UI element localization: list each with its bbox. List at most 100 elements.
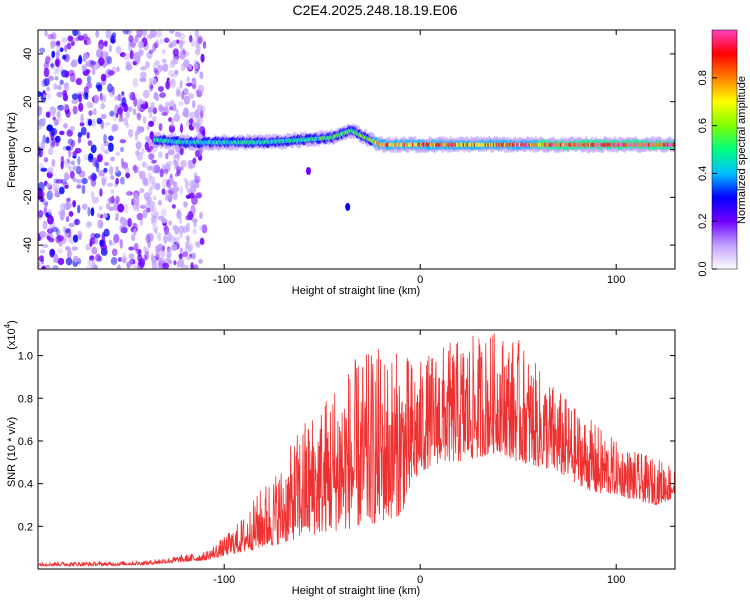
noise-blob [109,110,115,117]
noise-blob [87,206,91,217]
noise-blob [163,168,169,175]
noise-blob [43,157,49,163]
colorbar-tick-label: 0.8 [697,70,709,85]
noise-blob [62,225,66,233]
noise-blob [98,205,103,211]
noise-blob [71,93,79,100]
noise-blob [132,108,137,116]
noise-blob [147,106,152,114]
noise-blob [200,53,205,63]
noise-blob [171,73,179,78]
spectrogram-ytick-label: 40 [22,48,34,60]
noise-blob [54,76,59,81]
noise-blob [173,113,181,122]
noise-blob [148,145,154,151]
noise-blob [179,186,183,195]
noise-blob [190,38,196,48]
noise-blob [66,197,71,203]
noise-blob [179,79,183,89]
noise-blob [68,69,75,77]
noise-blob [40,197,45,203]
noise-blob [201,224,208,234]
noise-blob [139,219,144,227]
noise-blob [168,79,174,84]
noise-blob [171,243,178,252]
noise-blob [78,93,82,103]
noise-blob [122,30,130,35]
noise-blob [103,167,108,173]
noise-blob [106,182,114,187]
noise-blob [172,39,177,47]
noise-blob [127,44,133,51]
snr-ytick-label: 1.0 [18,351,33,363]
chart-title: C2E4.2025.248.18.19.E06 [292,2,457,18]
noise-blob [129,50,134,60]
noise-blob [98,39,105,50]
noise-blob [87,258,94,266]
noise-blob [115,46,122,55]
noise-blob [194,192,202,199]
noise-blob [178,39,184,49]
noise-blob [192,157,197,164]
noise-blob [38,210,44,218]
noise-blob [152,62,157,71]
noise-blob [176,39,180,44]
noise-blob [113,111,117,122]
noise-blob [142,89,150,99]
noise-blob [38,255,44,262]
noise-blob [105,202,111,210]
noise-blob [123,117,128,126]
noise-blob [139,77,147,83]
noise-blob [72,30,79,37]
noise-blob [64,231,69,238]
noise-blob [89,240,93,247]
noise-blob [156,64,164,73]
snr-y-label: SNR (10 * v/v) [6,417,18,487]
noise-blob [151,182,158,190]
noise-blob [167,259,173,265]
noise-blob [195,39,200,50]
noise-blob [43,67,50,78]
noise-blob [60,202,66,212]
noise-blob [191,179,196,188]
noise-blob [159,92,166,99]
noise-blob [76,179,82,184]
noise-blob [178,225,185,234]
noise-blob [187,159,193,170]
noise-blob [73,234,79,243]
noise-blob [136,125,141,135]
noise-blob [50,249,56,256]
noise-blob [46,182,52,188]
noise-blob [107,56,113,65]
noise-blob [146,200,151,206]
noise-blob [127,106,133,112]
noise-blob [70,61,77,68]
noise-blob [190,262,194,269]
noise-blob [175,108,179,115]
noise-blob [140,66,147,71]
noise-blob [144,247,150,254]
noise-blob [142,116,147,124]
noise-blob [199,105,206,113]
noise-blob [86,264,94,269]
noise-blob [166,248,172,258]
noise-blob [194,149,200,158]
noise-blob [77,30,81,37]
noise-blob [144,61,150,69]
noise-blob [87,154,94,163]
noise-blob [64,228,70,234]
noise-blob [81,203,88,210]
noise-blob [151,215,156,224]
noise-blob [103,122,111,127]
noise-blob [152,107,158,115]
noise-blob [39,47,46,53]
noise-blob [144,135,151,142]
noise-blob [160,208,167,217]
noise-blob [75,218,79,226]
noise-blob [102,213,108,219]
noise-blob [198,258,203,264]
noise-blob [158,151,163,159]
noise-blob [82,33,88,39]
noise-blob [78,170,86,178]
